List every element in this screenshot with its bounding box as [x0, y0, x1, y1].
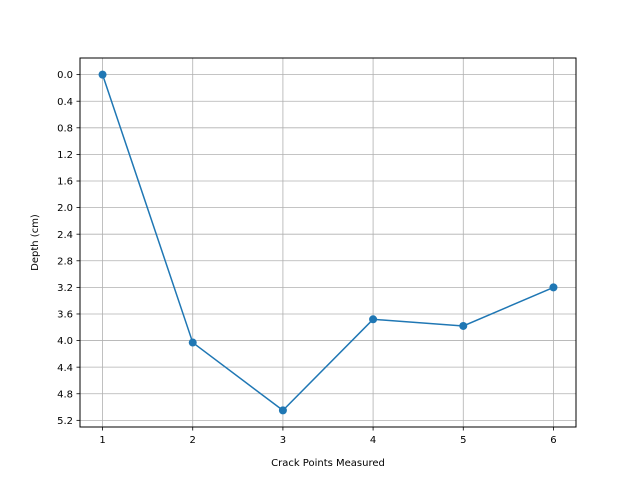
series-line [101, 74, 554, 412]
x-axis-label: Crack Points Measured [271, 458, 385, 469]
x-tick-label: 2 [190, 435, 196, 446]
y-tick-label: 5.2 [57, 416, 73, 427]
y-tick-label: 4.0 [57, 336, 73, 347]
y-tick-label: 2.0 [57, 203, 73, 214]
data-series [98, 70, 558, 415]
y-tick-label: 3.2 [57, 283, 73, 294]
data-point [98, 70, 107, 79]
y-tick-label: 0.8 [57, 123, 73, 134]
grid-lines [80, 58, 576, 427]
y-axis-label: Depth (cm) [30, 214, 41, 271]
plot-frame [79, 57, 577, 428]
y-tick-label: 0.0 [57, 70, 73, 81]
x-tick-label: 5 [460, 435, 466, 446]
x-tick-label: 6 [550, 435, 556, 446]
y-tick-label: 0.4 [57, 97, 73, 108]
x-tick-label: 3 [280, 435, 286, 446]
y-tick-label: 1.2 [57, 150, 73, 161]
y-tick-label: 4.4 [57, 363, 73, 374]
y-tick-label: 3.6 [57, 310, 73, 321]
y-tick-label: 4.8 [57, 389, 73, 400]
x-tick-label: 4 [370, 435, 376, 446]
data-point [549, 283, 558, 292]
data-point [369, 315, 378, 324]
data-point [459, 321, 468, 330]
x-tick-label: 1 [99, 435, 105, 446]
y-tick-label: 1.6 [57, 177, 73, 188]
data-point [278, 406, 287, 415]
data-point [188, 338, 197, 347]
y-tick-label: 2.4 [57, 230, 73, 241]
axis-ticks: 1 2 3 4 5 6 0.0 0.4 0.8 1.2 1.6 2.0 2.4 2.8 3.2 3.6 4.0 4… [57, 70, 557, 446]
y-tick-label: 2.8 [57, 256, 73, 267]
